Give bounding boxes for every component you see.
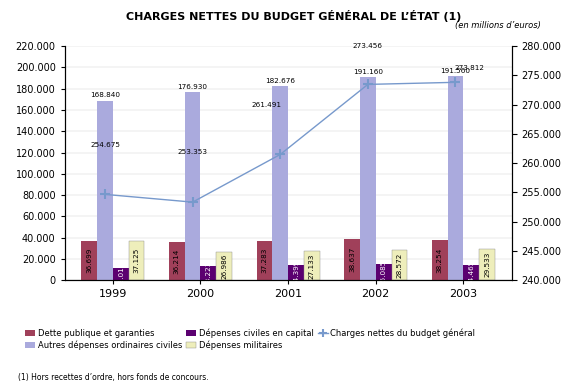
Text: (en millions d’euros): (en millions d’euros)	[455, 21, 541, 30]
Text: 26.986: 26.986	[221, 253, 227, 279]
Charges nettes du budget général	[189, 200, 196, 204]
Bar	[256, 241, 272, 280]
Text: 14.465: 14.465	[468, 260, 475, 285]
Text: 29.533: 29.533	[484, 252, 490, 277]
Bar	[304, 252, 320, 280]
Text: (1) Hors recettes d’ordre, hors fonds de concours.: (1) Hors recettes d’ordre, hors fonds de…	[18, 373, 208, 382]
Charges nettes du budget général	[452, 80, 459, 84]
Bar	[447, 76, 463, 280]
Text: 261.491: 261.491	[251, 102, 281, 108]
Text: 254.675: 254.675	[90, 142, 120, 147]
Bar	[97, 101, 113, 280]
Text: 38.254: 38.254	[437, 247, 443, 273]
Text: 273.812: 273.812	[455, 65, 485, 71]
Text: 38.637: 38.637	[349, 247, 355, 272]
Text: 36.699: 36.699	[86, 248, 92, 273]
Bar	[479, 249, 495, 280]
Charges nettes du budget général	[102, 192, 109, 197]
Text: 14.399: 14.399	[293, 260, 299, 285]
Charges nettes du budget général	[277, 152, 284, 157]
Text: 13.223: 13.223	[205, 261, 211, 286]
Bar	[344, 239, 360, 280]
Text: 27.133: 27.133	[309, 253, 315, 278]
Bar	[463, 265, 479, 280]
Bar	[201, 266, 216, 280]
Bar	[185, 92, 201, 280]
Bar	[169, 242, 185, 280]
Text: 182.676: 182.676	[265, 78, 295, 84]
Bar	[129, 241, 145, 280]
Text: CHARGES NETTES DU BUDGET GÉNÉRAL DE L’ÉTAT (1): CHARGES NETTES DU BUDGET GÉNÉRAL DE L’ÉT…	[126, 10, 462, 22]
Text: 191.560: 191.560	[440, 68, 470, 74]
Bar	[81, 241, 97, 280]
Bar	[288, 265, 304, 280]
Legend: Dette publique et garanties, Autres dépenses ordinaires civiles, Dépenses civile: Dette publique et garanties, Autres dépe…	[22, 325, 479, 353]
Bar	[360, 77, 376, 280]
Text: 12.011: 12.011	[118, 261, 123, 286]
Bar	[392, 250, 407, 280]
Text: 168.840: 168.840	[90, 93, 120, 98]
Line: Charges nettes du budget général: Charges nettes du budget général	[100, 78, 460, 207]
Charges nettes du budget général	[365, 82, 372, 87]
Text: 191.160: 191.160	[353, 69, 383, 74]
Text: 36.214: 36.214	[174, 248, 180, 274]
Bar	[216, 252, 232, 280]
Bar	[432, 240, 447, 280]
Text: 273.456: 273.456	[353, 43, 383, 49]
Text: 37.125: 37.125	[133, 248, 139, 273]
Bar	[376, 264, 392, 280]
Text: 176.930: 176.930	[178, 84, 208, 90]
Text: 15.085: 15.085	[380, 260, 387, 285]
Bar	[113, 268, 129, 280]
Text: 28.572: 28.572	[396, 252, 402, 278]
Text: 37.283: 37.283	[262, 248, 268, 273]
Text: 253.353: 253.353	[178, 149, 208, 155]
Bar	[272, 86, 288, 280]
